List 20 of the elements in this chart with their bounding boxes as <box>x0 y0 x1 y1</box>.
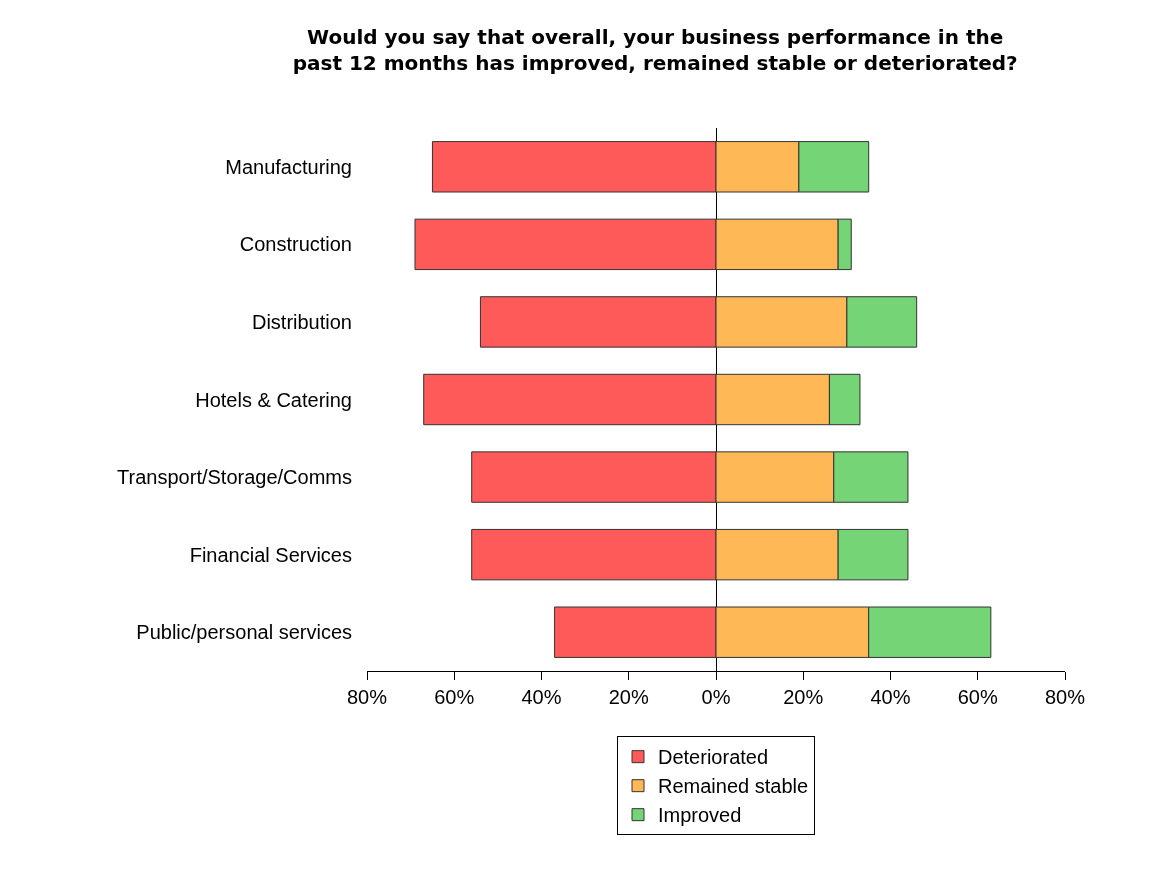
y-tick-label: Financial Services <box>189 543 352 566</box>
x-tick-label: 0% <box>701 686 731 708</box>
y-tick-label: Manufacturing <box>225 155 352 178</box>
y-tick-label: Construction <box>239 233 352 256</box>
x-tick-label: 40% <box>521 686 562 708</box>
y-tick-label: Transport/Storage/Comms <box>117 466 352 489</box>
y-tick-label: Hotels & Catering <box>195 388 352 411</box>
x-tick-label: 20% <box>783 686 824 708</box>
y-tick-label: Distribution <box>251 310 352 333</box>
x-tick-label: 60% <box>957 686 998 708</box>
chart-title: Would you say that overall, your business performance in the past 12 months has improved, remained stable or deteriorated? <box>292 24 1018 75</box>
x-tick-label: 20% <box>608 686 649 708</box>
legend-label: Remained stable <box>658 775 809 798</box>
legend-label: Deteriorated <box>658 746 769 769</box>
legend-label: Improved <box>658 804 742 827</box>
x-tick-label: 60% <box>434 686 475 708</box>
x-tick-label: 80% <box>1044 686 1086 708</box>
y-tick-label: Public/personal services <box>136 621 352 644</box>
x-tick-label: 40% <box>870 686 911 708</box>
x-tick-label: 80% <box>346 686 388 708</box>
